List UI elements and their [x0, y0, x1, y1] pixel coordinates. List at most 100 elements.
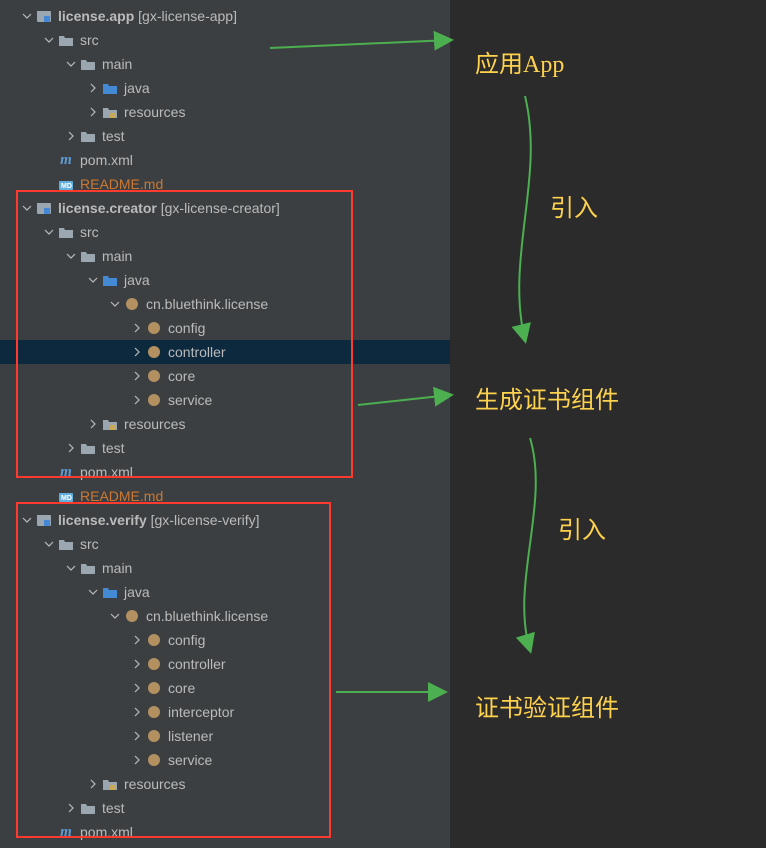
expand-arrow-icon[interactable]	[108, 609, 122, 623]
expand-arrow-icon[interactable]	[20, 513, 34, 527]
tree-item-label: config	[168, 320, 205, 336]
expand-arrow-icon[interactable]	[130, 729, 144, 743]
package-icon	[146, 632, 162, 648]
tree-row[interactable]: core	[0, 676, 450, 700]
package-icon	[146, 656, 162, 672]
expand-arrow-icon[interactable]	[20, 9, 34, 23]
expand-arrow-icon[interactable]	[42, 33, 56, 47]
expand-arrow-icon[interactable]	[42, 225, 56, 239]
tree-row[interactable]: mpom.xml	[0, 148, 450, 172]
tree-row[interactable]: cn.bluethink.license	[0, 604, 450, 628]
expand-arrow-icon[interactable]	[130, 633, 144, 647]
tree-item-label: resources	[124, 416, 185, 432]
svg-text:MD: MD	[61, 183, 72, 190]
expand-arrow-icon[interactable]	[64, 801, 78, 815]
expand-arrow-icon[interactable]	[64, 441, 78, 455]
tree-row[interactable]: java	[0, 76, 450, 100]
folder-icon	[58, 32, 74, 48]
resfolder-icon	[102, 776, 118, 792]
project-tree-panel: license.app [gx-license-app]srcmainjavar…	[0, 0, 450, 848]
tree-row[interactable]: controller	[0, 340, 450, 364]
tree-row[interactable]: test	[0, 124, 450, 148]
md-icon: MD	[58, 488, 74, 504]
tree-row[interactable]: config	[0, 628, 450, 652]
tree-row[interactable]: test	[0, 796, 450, 820]
expand-arrow-icon[interactable]	[64, 561, 78, 575]
tree-row[interactable]: resources	[0, 100, 450, 124]
expand-arrow-icon[interactable]	[130, 753, 144, 767]
tree-item-label: core	[168, 368, 195, 384]
tree-row[interactable]: src	[0, 220, 450, 244]
tree-row[interactable]: resources	[0, 772, 450, 796]
tree-item-label: src	[80, 224, 99, 240]
expand-arrow-icon[interactable]	[130, 369, 144, 383]
tree-row[interactable]: mpom.xml	[0, 820, 450, 844]
expand-arrow-icon[interactable]	[42, 537, 56, 551]
folder-icon	[58, 536, 74, 552]
annotation-label: 生成证书组件	[475, 380, 619, 415]
tree-row[interactable]: main	[0, 556, 450, 580]
tree-item-label: cn.bluethink.license	[146, 608, 268, 624]
tree-row[interactable]: mpom.xml	[0, 460, 450, 484]
package-icon	[146, 392, 162, 408]
tree-row[interactable]: service	[0, 748, 450, 772]
tree-row[interactable]: java	[0, 580, 450, 604]
expand-arrow-icon[interactable]	[64, 129, 78, 143]
tree-row[interactable]: java	[0, 268, 450, 292]
tree-item-label: controller	[168, 656, 226, 672]
tree-row[interactable]: main	[0, 244, 450, 268]
tree-row[interactable]: license.app [gx-license-app]	[0, 4, 450, 28]
package-icon	[146, 680, 162, 696]
tree-row[interactable]: src	[0, 28, 450, 52]
tree-row[interactable]: main	[0, 52, 450, 76]
tree-row[interactable]: resources	[0, 412, 450, 436]
tree-row[interactable]: test	[0, 436, 450, 460]
expand-arrow-icon	[42, 177, 56, 191]
expand-arrow-icon[interactable]	[86, 585, 100, 599]
tree-row[interactable]: MDREADME.md	[0, 172, 450, 196]
expand-arrow-icon[interactable]	[108, 297, 122, 311]
tree-item-label: main	[102, 248, 132, 264]
tree-row[interactable]: interceptor	[0, 700, 450, 724]
expand-arrow-icon[interactable]	[86, 81, 100, 95]
folder-icon	[80, 128, 96, 144]
expand-arrow-icon[interactable]	[86, 273, 100, 287]
expand-arrow-icon[interactable]	[86, 777, 100, 791]
tree-item-label: main	[102, 560, 132, 576]
expand-arrow-icon[interactable]	[130, 657, 144, 671]
expand-arrow-icon[interactable]	[86, 105, 100, 119]
expand-arrow-icon[interactable]	[130, 705, 144, 719]
tree-item-label: resources	[124, 776, 185, 792]
tree-row[interactable]: MD README.md	[0, 484, 450, 508]
expand-arrow-icon[interactable]	[86, 417, 100, 431]
tree-row[interactable]: config	[0, 316, 450, 340]
expand-arrow-icon[interactable]	[20, 201, 34, 215]
expand-arrow-icon[interactable]	[130, 393, 144, 407]
folder-icon	[58, 224, 74, 240]
tree-item-label: java	[124, 584, 150, 600]
tree-row[interactable]: license.verify [gx-license-verify]	[0, 508, 450, 532]
tree-row[interactable]: service	[0, 388, 450, 412]
tree-row[interactable]: listener	[0, 724, 450, 748]
expand-arrow-icon[interactable]	[64, 57, 78, 71]
project-tree[interactable]: license.app [gx-license-app]srcmainjavar…	[0, 0, 450, 844]
tree-item-label: README.md	[80, 488, 163, 504]
tree-row[interactable]: core	[0, 364, 450, 388]
resfolder-icon	[102, 416, 118, 432]
expand-arrow-icon[interactable]	[64, 249, 78, 263]
expand-arrow-icon[interactable]	[130, 345, 144, 359]
module-icon	[36, 512, 52, 528]
expand-arrow-icon[interactable]	[130, 321, 144, 335]
package-icon	[146, 728, 162, 744]
tree-row[interactable]: cn.bluethink.license	[0, 292, 450, 316]
tree-item-label: resources	[124, 104, 185, 120]
tree-row[interactable]: src	[0, 532, 450, 556]
tree-row[interactable]: license.creator [gx-license-creator]	[0, 196, 450, 220]
tree-item-label: listener	[168, 728, 213, 744]
srcfolder-icon	[102, 80, 118, 96]
expand-arrow-icon[interactable]	[130, 681, 144, 695]
tree-item-label: config	[168, 632, 205, 648]
tree-row[interactable]: controller	[0, 652, 450, 676]
annotation-label: 证书验证组件	[475, 688, 619, 723]
srcfolder-icon	[102, 584, 118, 600]
